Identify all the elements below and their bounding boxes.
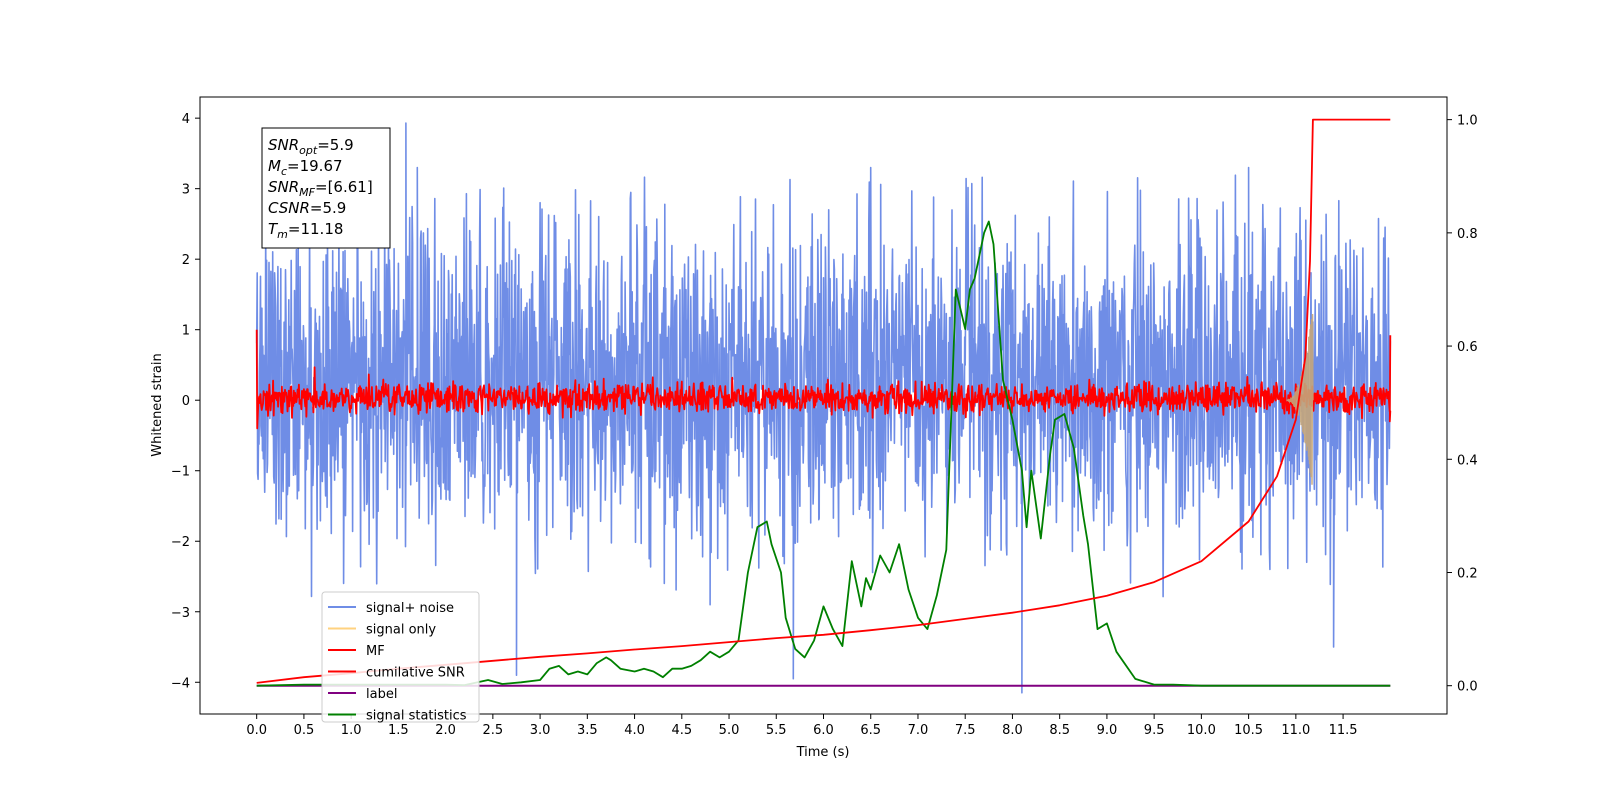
y2-tick-label: 1.0 — [1457, 114, 1478, 129]
mf-series-group — [255, 329, 1392, 430]
legend-label: signal+ noise — [366, 601, 454, 616]
legend-label: MF — [366, 644, 385, 659]
y2-tick-label: 0.6 — [1457, 340, 1478, 355]
y2-tick-label: 0.8 — [1457, 227, 1478, 242]
x-tick-label: 6.0 — [813, 723, 834, 738]
x-tick-label: 0.5 — [294, 723, 315, 738]
x-tick-label: 2.0 — [435, 723, 456, 738]
x-tick-label: 1.5 — [388, 723, 409, 738]
x-tick-label: 3.0 — [530, 723, 551, 738]
y-tick-label: 3 — [182, 183, 190, 198]
legend-frame — [321, 591, 480, 723]
y-tick-label: −3 — [171, 606, 190, 621]
x-tick-label: 4.0 — [624, 723, 645, 738]
x-tick-label: 4.5 — [671, 723, 692, 738]
y-tick-label: 1 — [182, 324, 190, 339]
legend-label: signal statistics — [366, 709, 467, 724]
annotation-line: SNRopt=5.9 — [268, 136, 354, 157]
series-line-mf — [255, 329, 1392, 430]
x-axis-label: Time (s) — [796, 745, 850, 760]
y-tick-label: −4 — [171, 676, 190, 691]
y2-tick-label: 0.0 — [1457, 680, 1478, 695]
x-tick-label: 8.5 — [1049, 723, 1070, 738]
x-tick-label: 8.0 — [1002, 723, 1023, 738]
x-tick-label: 11.0 — [1281, 723, 1310, 738]
x-tick-label: 9.5 — [1144, 723, 1165, 738]
annotation-line: SNRMF=[6.61] — [268, 178, 373, 199]
x-tick-label: 10.5 — [1234, 723, 1263, 738]
x-tick-label: 10.0 — [1187, 723, 1216, 738]
x-tick-label: 0.0 — [246, 723, 267, 738]
y2-axis-ticks: 0.0 0.2 0.4 0.6 0.8 1.0 — [1447, 114, 1478, 695]
x-tick-label: 2.5 — [483, 723, 504, 738]
series-line-signal-noise — [255, 122, 1392, 694]
x-tick-label: 7.5 — [955, 723, 976, 738]
series-line-signal-statistics — [256, 220, 1391, 687]
x-tick-label: 5.5 — [766, 723, 787, 738]
x-tick-label: 7.0 — [908, 723, 929, 738]
x-tick-label: 11.5 — [1329, 723, 1358, 738]
noise-series-group — [255, 122, 1392, 694]
x-tick-label: 5.0 — [719, 723, 740, 738]
legend-label: cumilative SNR — [366, 666, 465, 681]
y2-tick-label: 0.4 — [1457, 453, 1478, 468]
annotation-line: CSNR=5.9 — [268, 199, 346, 217]
legend: signal+ noise signal only MF cumilative SNR… — [321, 591, 480, 724]
x-axis-ticks: 0.0 0.5 1.0 1.5 2.0 2.5 3.0 3.5 4.0 4.5 5.0 5.5 6.0 6… — [246, 714, 1358, 738]
legend-label: label — [366, 687, 397, 702]
y-tick-label: −1 — [171, 465, 190, 480]
x-tick-label: 9.0 — [1097, 723, 1118, 738]
legend-label: signal only — [366, 623, 436, 638]
annotation-frame — [261, 127, 391, 249]
annotation-line: Tm=11.18 — [268, 220, 343, 241]
y-tick-label: 4 — [182, 112, 190, 127]
x-tick-label: 1.0 — [341, 723, 362, 738]
y-tick-label: −2 — [171, 535, 190, 550]
y-axis-ticks: −4 −3 −2 −1 0 1 2 3 4 — [171, 112, 200, 691]
x-tick-label: 6.5 — [860, 723, 881, 738]
y-tick-label: 2 — [182, 253, 190, 268]
y2-tick-label: 0.2 — [1457, 566, 1478, 581]
y-axis-label: Whitened strain — [150, 353, 165, 456]
annotation-line: Mc=19.67 — [268, 157, 343, 178]
x-tick-label: 3.5 — [577, 723, 598, 738]
y-tick-label: 0 — [182, 394, 190, 409]
